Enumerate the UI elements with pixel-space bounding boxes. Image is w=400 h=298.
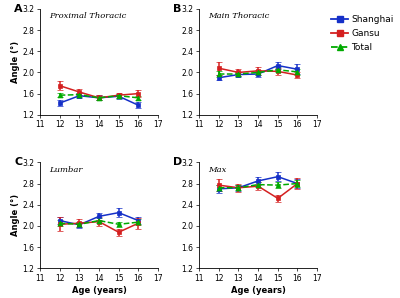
Text: Lumbar: Lumbar [50,166,83,173]
Legend: Shanghai, Gansu, Total: Shanghai, Gansu, Total [330,13,396,54]
X-axis label: Age (years): Age (years) [72,285,126,294]
Text: B: B [173,4,182,14]
Text: A: A [14,4,23,14]
Text: C: C [14,157,22,167]
Text: D: D [173,157,182,167]
X-axis label: Age (years): Age (years) [231,285,286,294]
Y-axis label: Angle (°): Angle (°) [11,41,20,83]
Text: Main Thoracic: Main Thoracic [208,12,270,20]
Y-axis label: Angle (°): Angle (°) [11,194,20,236]
Text: Max: Max [208,166,227,173]
Text: Proximal Thoracic: Proximal Thoracic [50,12,127,20]
